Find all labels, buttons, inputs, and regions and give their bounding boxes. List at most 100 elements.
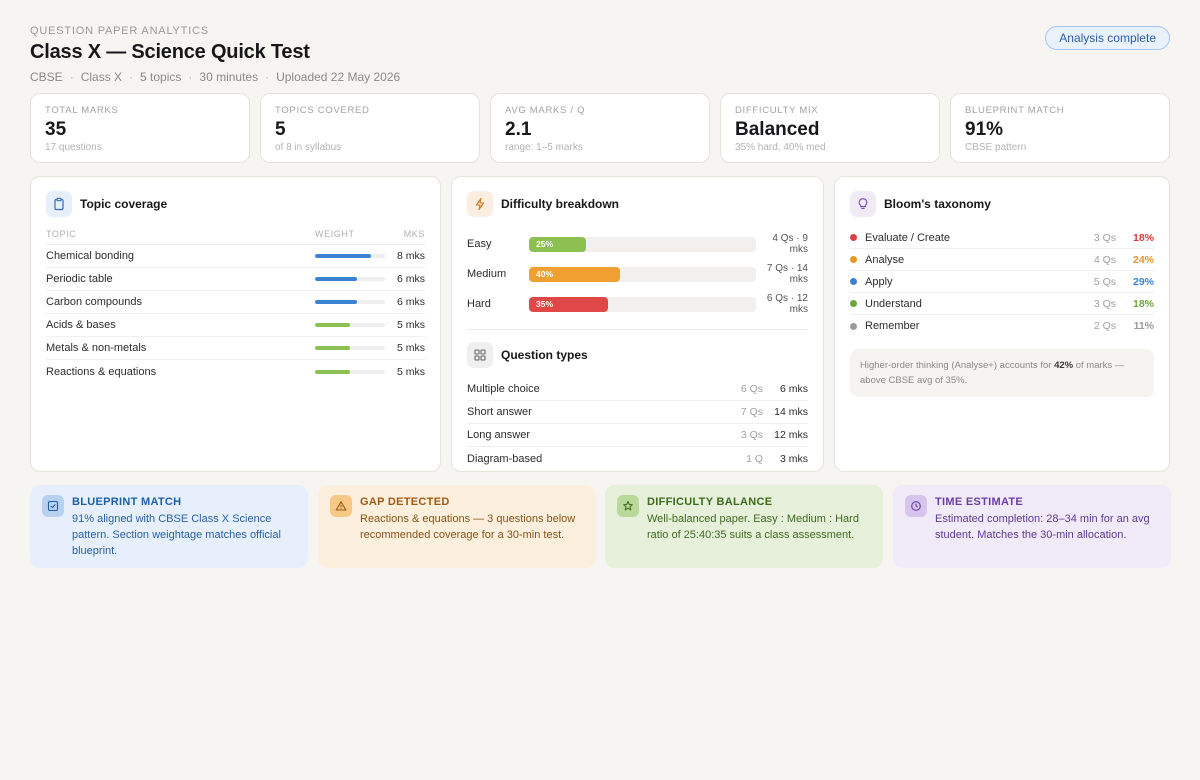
- question-type-row[interactable]: Long answer 3 Qs 12 mks: [467, 424, 808, 447]
- bloom-count: 4 Qs: [1093, 253, 1116, 266]
- bloom-note-pre: Higher-order thinking (Analyse+) account…: [860, 360, 1055, 371]
- col-weight: WEIGHT: [315, 229, 355, 239]
- question-count: 7 Qs: [740, 406, 763, 418]
- bloom-row[interactable]: Remember 2 Qs 11%: [850, 315, 1154, 337]
- question-marks: 6 mks: [779, 383, 808, 395]
- stat-sub: 35% hard, 40% med: [735, 142, 826, 153]
- clipboard-icon: [46, 191, 72, 217]
- topic-row[interactable]: Metals & non-metals 5 mks: [46, 337, 425, 360]
- bloom-percent: 18%: [1132, 231, 1154, 244]
- card-header: Difficulty breakdown: [467, 191, 808, 217]
- insight-title: GAP DETECTED: [360, 496, 450, 508]
- insight-blueprint-match: BLUEPRINT MATCH 91% aligned with CBSE Cl…: [30, 485, 308, 568]
- topic-name: Chemical bonding: [46, 250, 135, 262]
- card-title: Question types: [501, 348, 588, 362]
- topic-marks: 8 mks: [396, 250, 425, 262]
- topic-coverage-card: Topic coverage TOPIC WEIGHT MKS Chemical…: [30, 176, 441, 472]
- difficulty-meta: 7 Qs · 14 mks: [756, 263, 808, 285]
- difficulty-meta-line: 6 Qs · 12: [766, 293, 808, 304]
- bloom-count: 3 Qs: [1093, 231, 1116, 244]
- bloom-level: Understand: [865, 297, 922, 310]
- topic-list: Chemical bonding 8 mks Periodic table 6 mks…: [46, 245, 425, 383]
- insight-gap-detected: GAP DETECTED Reactions & equations — 3 q…: [318, 485, 596, 568]
- insight-text: Reactions & equations — 3 questions belo…: [360, 513, 576, 541]
- topic-weight-bar: [315, 323, 385, 327]
- stat-label: TOTAL MARKS: [45, 105, 119, 116]
- question-type-name: Diagram-based: [467, 452, 543, 465]
- topic-weight-fill: [315, 300, 357, 304]
- bloom-count: 2 Qs: [1093, 320, 1116, 332]
- bloom-row[interactable]: Understand 3 Qs 18%: [850, 293, 1154, 315]
- question-type-row[interactable]: Diagram-based 1 Q 3 mks: [467, 447, 808, 470]
- star-icon: [617, 495, 639, 517]
- difficulty-fill: 25%: [529, 236, 586, 252]
- bloom-count: 3 Qs: [1093, 297, 1116, 310]
- insight-text: Estimated completion: 28–34 min for an a…: [935, 513, 1150, 541]
- stat-label: AVG MARKS / Q: [505, 105, 586, 116]
- difficulty-meta: 4 Qs · 9 mks: [756, 233, 808, 255]
- topic-row[interactable]: Chemical bonding 8 mks: [46, 245, 425, 268]
- question-marks: 14 mks: [774, 406, 808, 418]
- bloom-row[interactable]: Apply 5 Qs 29%: [850, 271, 1154, 293]
- question-type-row[interactable]: Short answer 7 Qs 14 mks: [467, 401, 808, 424]
- page-header: QUESTION PAPER ANALYTICS Class X — Scien…: [30, 25, 1170, 85]
- question-type-name: Short answer: [467, 406, 532, 418]
- card-header: Question types: [467, 342, 808, 368]
- question-count: 6 Qs: [740, 383, 763, 395]
- lightning-icon: [467, 191, 493, 217]
- card-title: Difficulty breakdown: [501, 197, 620, 211]
- bloom-row[interactable]: Analyse 4 Qs 24%: [850, 249, 1154, 271]
- topic-table-header: TOPIC WEIGHT MKS: [46, 229, 425, 245]
- topic-marks: 6 mks: [396, 296, 425, 308]
- difficulty-meta-line: mks: [789, 274, 808, 285]
- status-badge[interactable]: Analysis complete: [1045, 26, 1170, 50]
- question-type-name: Long answer: [467, 429, 530, 441]
- topic-weight-fill: [315, 323, 350, 327]
- stat-value: 91%: [965, 119, 1004, 140]
- difficulty-meta-line: mks: [789, 244, 808, 255]
- bloom-note: Higher-order thinking (Analyse+) account…: [850, 349, 1154, 397]
- topic-row[interactable]: Periodic table 6 mks: [46, 268, 425, 291]
- insight-time-estimate: TIME ESTIMATE Estimated completion: 28–3…: [893, 485, 1171, 568]
- divider: [467, 329, 808, 330]
- bloom-level: Evaluate / Create: [865, 231, 950, 244]
- topic-weight-fill: [315, 277, 357, 281]
- topic-marks: 6 mks: [396, 273, 425, 285]
- question-count: 1 Q: [746, 452, 763, 465]
- difficulty-fill: 35%: [529, 296, 609, 312]
- bloom-list: Evaluate / Create 3 Qs 18% Analyse 4 Qs 24% Ap…: [850, 227, 1154, 337]
- difficulty-track: 35%: [529, 296, 756, 312]
- bloom-row[interactable]: Evaluate / Create 3 Qs 18%: [850, 227, 1154, 249]
- topic-row[interactable]: Carbon compounds 6 mks: [46, 291, 425, 314]
- stat-value: 5: [275, 119, 286, 140]
- bloom-card: Bloom's taxonomy Evaluate / Create 3 Qs 18…: [834, 176, 1170, 472]
- insight-text: 91% aligned with CBSE Class X Science pa…: [72, 513, 281, 557]
- difficulty-track: 40%: [529, 266, 756, 282]
- question-type-row[interactable]: Multiple choice 6 Qs 6 mks: [467, 378, 808, 401]
- difficulty-meta: 6 Qs · 12 mks: [756, 293, 808, 315]
- question-count: 3 Qs: [740, 429, 763, 441]
- topic-weight-bar: [315, 369, 385, 374]
- topic-name: Carbon compounds: [46, 296, 143, 308]
- topic-row[interactable]: Reactions & equations 5 mks: [46, 360, 425, 383]
- col-mks: MKS: [403, 229, 425, 239]
- topic-weight-fill: [315, 369, 350, 374]
- difficulty-meta-line: 4 Qs · 9: [772, 233, 808, 244]
- bloom-note-post: of marks — above CBSE avg of 35%.: [860, 360, 1125, 386]
- stat-label: BLUEPRINT MATCH: [965, 105, 1065, 116]
- bloom-percent: 11%: [1133, 320, 1154, 332]
- topic-row[interactable]: Acids & bases 5 mks: [46, 314, 425, 337]
- bloom-percent: 24%: [1132, 253, 1154, 266]
- meta-board: CBSE: [30, 70, 63, 84]
- difficulty-row: Easy 25% 4 Qs · 9 mks: [467, 229, 808, 259]
- bloom-percent: 18%: [1132, 297, 1154, 310]
- topic-weight-bar: [315, 300, 385, 304]
- bloom-dot-icon: [850, 234, 857, 241]
- page-title: Class X — Science Quick Test: [30, 41, 310, 63]
- grid-icon: [467, 342, 493, 368]
- question-marks: 3 mks: [779, 452, 808, 465]
- difficulty-label: Hard: [467, 298, 491, 310]
- insight-title: TIME ESTIMATE: [935, 496, 1024, 508]
- meta-uploaded: Uploaded 22 May 2026: [276, 70, 401, 84]
- difficulty-bars: Easy 25% 4 Qs · 9 mks Medium 40% 7 Qs · 14 mks H…: [467, 229, 808, 319]
